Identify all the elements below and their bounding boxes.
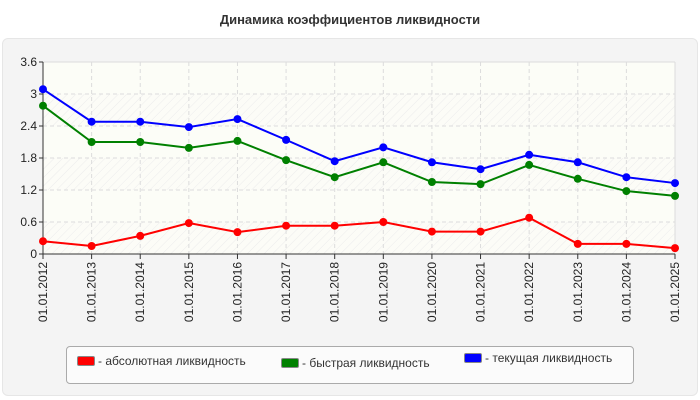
data-point	[476, 227, 485, 236]
data-point	[427, 158, 436, 167]
x-tick-label: 01.01.2017	[279, 262, 293, 322]
plot-band	[43, 158, 675, 190]
data-point	[573, 174, 582, 183]
data-point	[573, 239, 582, 248]
data-point	[573, 158, 582, 167]
data-point	[427, 178, 436, 186]
y-tick-label: 0	[30, 247, 37, 261]
data-point	[87, 117, 96, 126]
plot-band	[43, 222, 675, 254]
data-point	[39, 237, 47, 246]
data-point	[330, 221, 339, 230]
x-tick-label: 01.01.2019	[376, 262, 390, 322]
y-tick-label: 2.4	[20, 119, 37, 133]
x-tick-label: 01.01.2025	[668, 262, 682, 322]
data-point	[136, 117, 145, 126]
x-tick-label: 01.01.2013	[85, 262, 99, 322]
data-point	[671, 179, 679, 188]
data-point	[184, 123, 193, 132]
data-point	[622, 239, 631, 248]
x-tick-label: 01.01.2014	[133, 262, 147, 322]
x-tick-label: 01.01.2016	[230, 262, 244, 322]
x-tick-label: 01.01.2015	[182, 262, 196, 322]
y-tick-label: 1.2	[20, 183, 37, 197]
x-tick-label: 01.01.2021	[474, 262, 488, 322]
data-point	[330, 173, 339, 182]
x-tick-label: 01.01.2012	[36, 262, 50, 322]
legend-item: - быстрая ликвидность	[281, 356, 430, 370]
data-point	[87, 242, 96, 250]
legend-item: - текущая ликвидность	[464, 351, 612, 365]
data-point	[233, 228, 242, 237]
data-point	[622, 173, 631, 182]
y-tick-label: 1.8	[20, 151, 37, 165]
x-tick-label: 01.01.2024	[619, 262, 633, 322]
data-point	[136, 231, 145, 240]
data-point	[39, 101, 47, 110]
data-point	[671, 191, 679, 200]
plot-band	[43, 190, 675, 222]
data-point	[476, 180, 485, 189]
data-point	[379, 218, 388, 226]
legend-item: - абсолютная ликвидность	[77, 354, 246, 368]
legend-label: - быстрая ликвидность	[302, 356, 430, 370]
data-point	[379, 158, 388, 167]
data-point	[282, 221, 291, 230]
data-point	[379, 143, 388, 152]
data-point	[525, 160, 534, 169]
plot-band	[43, 94, 675, 126]
data-point	[476, 165, 485, 174]
data-point	[184, 219, 193, 228]
x-tick-label: 01.01.2020	[425, 262, 439, 322]
data-point	[233, 115, 242, 124]
data-point	[184, 143, 193, 152]
data-point	[233, 136, 242, 145]
legend-swatch	[281, 358, 299, 368]
legend: - абсолютная ликвидность - быстрая ликвид…	[66, 346, 634, 384]
data-point	[427, 227, 436, 236]
data-point	[622, 187, 631, 196]
data-point	[136, 138, 145, 146]
chart-title: Динамика коэффициентов ликвидности	[219, 12, 481, 27]
y-tick-label: 3	[30, 87, 37, 101]
data-point	[282, 135, 291, 144]
series-line	[42, 88, 676, 185]
data-point	[330, 157, 339, 166]
data-point	[87, 138, 96, 146]
legend-label: - текущая ликвидность	[485, 351, 613, 365]
legend-label: - абсолютная ликвидность	[98, 354, 246, 368]
legend-swatch	[464, 353, 482, 363]
series-line	[42, 104, 676, 197]
data-point	[525, 213, 534, 222]
x-tick-label: 01.01.2022	[522, 262, 536, 322]
y-tick-label: 3.6	[20, 55, 37, 69]
series-line	[42, 216, 676, 250]
data-point	[39, 85, 47, 94]
data-point	[282, 156, 291, 165]
x-tick-label: 01.01.2023	[571, 262, 585, 322]
x-tick-label: 01.01.2018	[328, 262, 342, 322]
data-point	[525, 150, 534, 159]
data-point	[671, 244, 679, 253]
y-tick-label: 0.6	[20, 215, 37, 229]
legend-swatch	[77, 356, 95, 366]
plot-band	[43, 62, 675, 94]
